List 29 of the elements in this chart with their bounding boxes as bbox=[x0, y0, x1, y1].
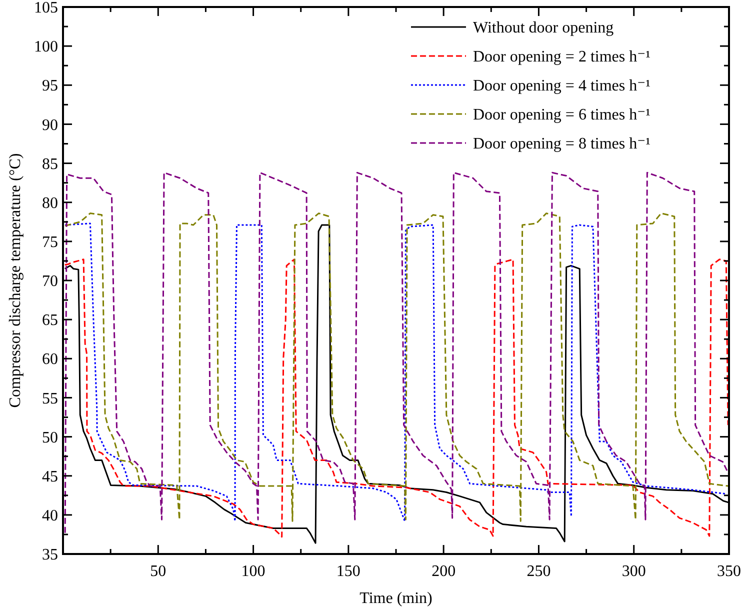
y-tick-label: 50 bbox=[42, 429, 58, 446]
x-tick-label: 250 bbox=[526, 563, 551, 580]
y-tick-label: 95 bbox=[42, 78, 58, 95]
legend-label: Door opening = 8 times h⁻¹ bbox=[473, 136, 651, 153]
x-tick-label: 350 bbox=[717, 563, 741, 580]
x-axis-title: Time (min) bbox=[360, 590, 432, 607]
y-tick-label: 35 bbox=[42, 546, 58, 564]
y-tick-label: 80 bbox=[42, 194, 58, 212]
x-tick-label: 50 bbox=[150, 563, 166, 580]
y-tick-label: 75 bbox=[42, 234, 58, 252]
y-axis-title: Compressor discharge temperature (°C) bbox=[7, 153, 24, 408]
y-tick-label: 55 bbox=[42, 390, 58, 408]
y-tick-label: 90 bbox=[42, 116, 58, 134]
x-tick-label: 100 bbox=[241, 563, 266, 580]
y-tick-label: 100 bbox=[34, 38, 58, 56]
y-tick-label: 60 bbox=[42, 351, 58, 368]
y-tick-label: 105 bbox=[34, 0, 58, 17]
legend-label: Door opening = 4 times h⁻¹ bbox=[473, 78, 651, 95]
x-tick-label: 150 bbox=[336, 563, 360, 580]
legend-label: Door opening = 6 times h⁻¹ bbox=[473, 106, 651, 124]
x-tick-label: 300 bbox=[622, 563, 646, 580]
y-tick-label: 70 bbox=[42, 273, 58, 290]
legend-label: Without door opening bbox=[473, 20, 614, 37]
legend-label: Door opening = 2 times h⁻¹ bbox=[473, 48, 651, 66]
y-tick-label: 65 bbox=[42, 312, 58, 330]
y-tick-label: 45 bbox=[42, 468, 58, 486]
y-tick-label: 40 bbox=[42, 508, 58, 525]
x-tick-label: 200 bbox=[432, 563, 456, 580]
y-tick-label: 85 bbox=[42, 156, 58, 173]
